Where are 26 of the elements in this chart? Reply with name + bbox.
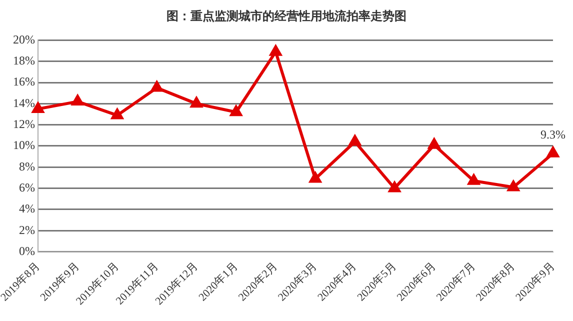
point (309, 172, 322, 183)
y-tick-label: 14% (13, 96, 35, 110)
data-label: 9.3% (540, 128, 566, 142)
y-tick-label: 4% (19, 202, 35, 216)
point (349, 135, 361, 146)
point (190, 97, 202, 108)
point (547, 146, 559, 158)
y-tick-label: 0% (19, 244, 35, 258)
y-tick-label: 2% (19, 222, 35, 237)
point (72, 95, 84, 106)
y-tick-label: 8% (19, 159, 35, 174)
point (270, 45, 282, 56)
y-tick-label: 16% (13, 74, 35, 89)
point (151, 81, 163, 92)
point (428, 138, 440, 149)
y-tick-label: 20% (13, 32, 35, 46)
point (111, 108, 124, 120)
y-tick-label: 10% (13, 138, 35, 152)
point (388, 182, 400, 192)
point (230, 106, 242, 116)
y-tick-label: 6% (19, 180, 35, 194)
point (468, 174, 480, 185)
chart-title: 图：重点监测城市的经营性用地流拍率走势图 (166, 8, 408, 25)
y-tick-label: 18% (13, 54, 35, 68)
point (508, 180, 520, 192)
y-tick-label: 12% (13, 116, 35, 131)
